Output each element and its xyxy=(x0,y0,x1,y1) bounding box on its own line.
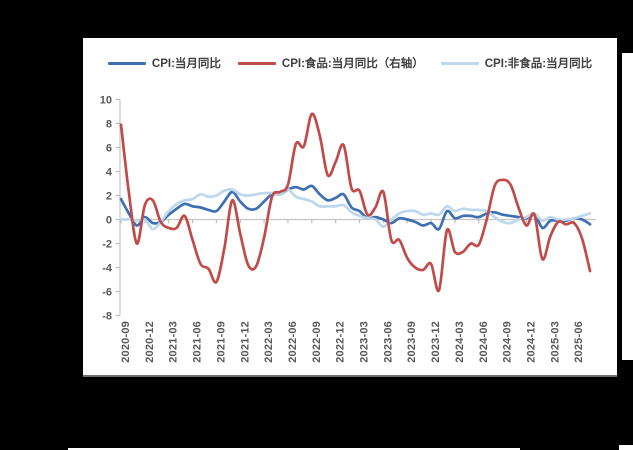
y-axis-label: 0 xyxy=(106,214,112,226)
y-axis-label: 8 xyxy=(106,118,112,130)
x-axis-label: 2022-03 xyxy=(263,321,275,363)
y-axis-label: 4 xyxy=(106,166,113,178)
chart-legend: CPI:当月同比 CPI:食品:当月同比（右轴） CPI:非食品:当月同比 xyxy=(83,55,617,71)
x-axis-label: 2020-12 xyxy=(144,321,156,363)
x-axis-label: 2025-06 xyxy=(573,321,585,363)
adjacent-panel-bottom xyxy=(68,448,520,450)
y-axis-label: -8 xyxy=(102,310,112,322)
legend-line-swatch xyxy=(440,61,479,65)
x-axis-label: 2022-09 xyxy=(311,321,323,363)
x-axis-label: 2023-09 xyxy=(406,321,418,363)
x-axis-label: 2023-06 xyxy=(382,321,394,363)
x-axis-label: 2022-06 xyxy=(287,321,299,363)
chart-svg: 10 8 6 4 2 0 -2 -4 -6 -8 2020-09 2020-12 2021-03 2021… xyxy=(100,94,596,363)
x-axis-label: 2021-09 xyxy=(215,321,227,363)
legend-label: CPI:非食品:当月同比 xyxy=(484,58,593,70)
x-axis-label: 2024-09 xyxy=(502,321,514,363)
x-axis-label: 2021-06 xyxy=(192,321,204,363)
legend-label: CPI:食品:当月同比（右轴） xyxy=(281,58,424,70)
y-axis-label: 10 xyxy=(100,94,112,106)
adjacent-panel-bottom-right xyxy=(619,445,633,450)
x-axis-label: 2024-06 xyxy=(478,321,490,363)
legend-label: CPI:当月同比 xyxy=(151,58,221,70)
legend-item-0: CPI:当月同比 xyxy=(107,55,221,71)
adjacent-panel-right xyxy=(622,53,633,360)
x-axis-label: 2020-09 xyxy=(120,321,132,363)
series-line-0 xyxy=(119,184,592,231)
y-axis-label: -4 xyxy=(102,262,113,274)
series-line-1 xyxy=(119,112,592,293)
x-axis-label: 2021-12 xyxy=(239,321,251,363)
chart-panel: CPI:当月同比 CPI:食品:当月同比（右轴） CPI:非食品:当月同比 10 8 6… xyxy=(83,38,617,377)
y-axis-label: 2 xyxy=(106,190,112,202)
x-axis-label: 2023-12 xyxy=(430,321,442,363)
x-axis-label: 2024-12 xyxy=(525,321,537,363)
y-axis-label: -2 xyxy=(102,238,112,250)
x-axis-label: 2024-03 xyxy=(454,321,466,363)
x-axis-label: 2021-03 xyxy=(168,321,180,363)
legend-line-swatch xyxy=(107,61,146,65)
legend-item-2: CPI:非食品:当月同比 xyxy=(440,55,593,71)
y-axis-label: -6 xyxy=(102,286,112,298)
x-axis-label: 2025-03 xyxy=(549,321,561,363)
x-axis-label: 2022-12 xyxy=(335,321,347,363)
y-axis-label: 6 xyxy=(106,142,112,154)
legend-item-1: CPI:食品:当月同比（右轴） xyxy=(237,55,424,71)
series-line-2 xyxy=(119,187,592,231)
x-axis-label: 2023-03 xyxy=(359,321,371,363)
legend-line-swatch xyxy=(237,61,276,65)
